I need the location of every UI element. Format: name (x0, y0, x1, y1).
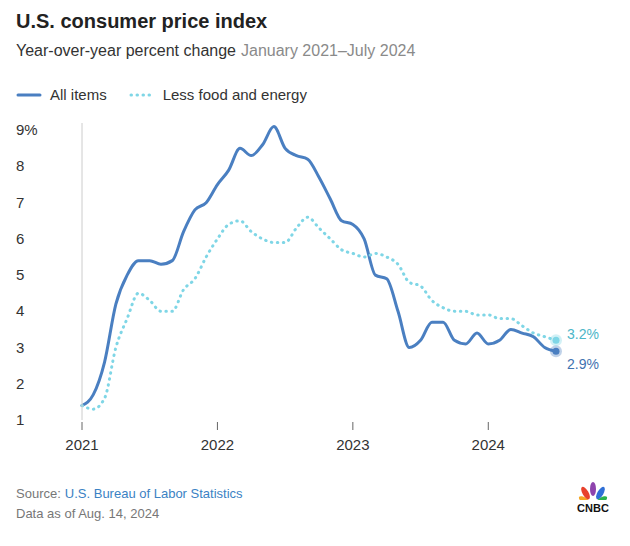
html-text:Data as of Aug. 14, 2024: Data as of Aug. 14, 2024 (16, 506, 160, 521)
svg-text:5: 5 (16, 266, 24, 283)
svg-text:2024: 2024 (472, 436, 505, 453)
html-text:Less food and energy: Less food and energy (162, 86, 307, 103)
svg-text:3: 3 (16, 339, 24, 356)
svg-text:8: 8 (16, 157, 24, 174)
svg-text:1: 1 (16, 411, 24, 428)
html-text:U.S. consumer price index: U.S. consumer price index (16, 10, 268, 32)
svg-text:2022: 2022 (201, 436, 234, 453)
svg-text:3.2%: 3.2% (567, 326, 599, 342)
svg-text:2: 2 (16, 375, 24, 392)
svg-text:2021: 2021 (65, 436, 98, 453)
html-text:Source: U.S. Bureau of Labor S: Source: U.S. Bureau of Labor Statistics (16, 486, 243, 501)
svg-text:2023: 2023 (336, 436, 369, 453)
html-text:All items: All items (50, 86, 107, 103)
svg-text:9%: 9% (16, 121, 38, 138)
html-text:Year-over-year percent change: Year-over-year percent change January 20… (16, 42, 416, 59)
html-text:CNBC: CNBC (577, 502, 609, 514)
svg-text:2.9%: 2.9% (567, 356, 599, 372)
svg-text:7: 7 (16, 194, 24, 211)
svg-text:6: 6 (16, 230, 24, 247)
svg-text:4: 4 (16, 302, 24, 319)
